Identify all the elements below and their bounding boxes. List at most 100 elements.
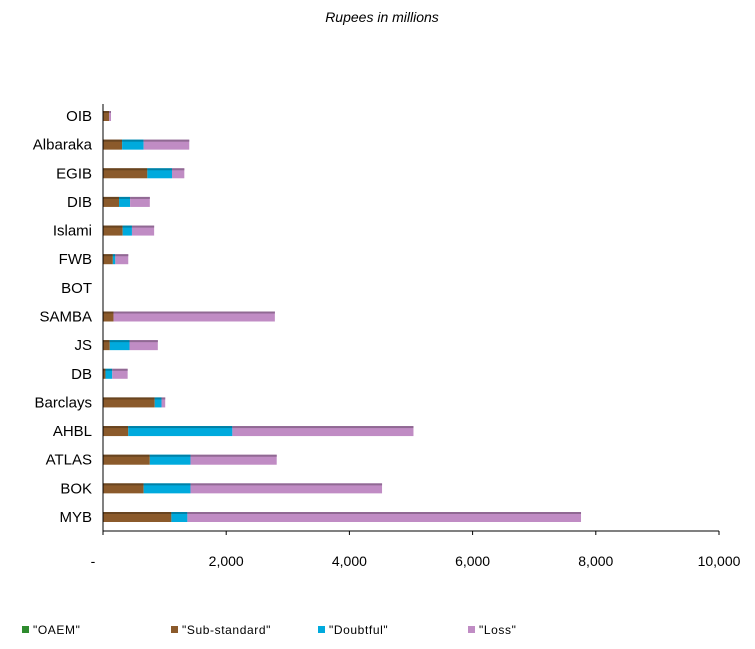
bar-islami-series-3 (122, 225, 132, 236)
category-label-barclays: Barclays (34, 394, 92, 411)
bar-dib-series-2 (103, 196, 120, 207)
bar-ahbl-series-4 (232, 426, 414, 437)
bar-ahbl-series-2 (103, 426, 129, 437)
legend-swatch-2 (171, 626, 178, 633)
category-label-ahbl: AHBL (53, 423, 92, 440)
bar-albaraka-series-2 (103, 139, 123, 150)
bar-islami-series-4 (131, 225, 155, 236)
bar-samba-series-4 (113, 311, 275, 322)
bar-db-series-4-edge (112, 368, 128, 371)
bar-barclays-series-2 (103, 397, 155, 408)
legend-swatch-4 (468, 626, 475, 633)
bar-bok-series-2-edge (103, 483, 144, 486)
bar-js-series-4 (129, 340, 158, 351)
bar-barclays-series-3 (154, 397, 162, 408)
category-label-bok: BOK (60, 480, 92, 497)
bar-egib-series-3 (147, 168, 172, 179)
legend-label-3: "Doubtful" (329, 623, 388, 637)
category-label-fwb: FWB (59, 251, 92, 268)
category-label-egib: EGIB (56, 165, 92, 182)
legend: "OAEM" "Sub-standard" "Doubtful" "Loss" (22, 623, 516, 637)
bar-db-series-4 (112, 368, 128, 379)
bar-atlas-series-3 (149, 454, 191, 465)
bar-islami-series-2 (103, 225, 123, 236)
bar-bok-series-4-edge (190, 483, 383, 486)
bar-barclays-series-4 (161, 397, 166, 408)
bar-db-series-3 (105, 368, 113, 379)
bar-barclays-series-2-edge (103, 397, 155, 400)
bar-barclays-series-3-edge (154, 397, 162, 400)
x-tick-label-2: 4,000 (332, 553, 367, 569)
bar-samba-series-2 (103, 311, 114, 322)
legend-label-2: "Sub-standard" (182, 623, 271, 637)
category-label-dib: DIB (67, 194, 92, 211)
bar-dib-series-2-edge (103, 196, 120, 199)
bar-egib-series-2 (103, 168, 148, 179)
bar-db-series-2-edge (103, 368, 106, 371)
bar-egib-series-4 (171, 168, 185, 179)
bar-ahbl-series-2-edge (103, 426, 129, 429)
bar-bok-series-4 (190, 483, 383, 494)
bar-atlas-series-3-edge (149, 454, 191, 457)
bar-myb-series-3 (171, 512, 188, 522)
bar-myb-series-3-edge (171, 512, 188, 514)
category-label-atlas: ATLAS (46, 452, 92, 469)
bar-atlas-series-2 (103, 454, 150, 465)
bar-js-series-2 (103, 340, 110, 351)
bar-albaraka-series-4 (143, 139, 190, 150)
bar-bok-series-3-edge (143, 483, 191, 486)
bar-atlas-series-2-edge (103, 454, 150, 457)
bar-myb-series-4-edge (187, 512, 582, 514)
bar-islami-series-2-edge (103, 225, 123, 228)
bar-islami-series-3-edge (122, 225, 132, 228)
x-axis-ticks: - 2,000 4,000 6,000 8,000 10,000 (91, 531, 741, 569)
bar-fwb-series-2-edge (103, 254, 113, 257)
bar-atlas-series-4 (190, 454, 277, 465)
x-tick-label-5: 10,000 (698, 553, 741, 569)
bar-egib-series-3-edge (147, 168, 172, 171)
bar-albaraka-series-3 (122, 139, 144, 150)
bar-db-series-2 (103, 368, 106, 379)
x-tick-label-1: 2,000 (209, 553, 244, 569)
bars-group (103, 111, 582, 522)
x-tick-label-4: 8,000 (578, 553, 613, 569)
bar-egib-series-2-edge (103, 168, 148, 171)
bar-islami-series-4-edge (131, 225, 155, 228)
bar-dib-series-3-edge (119, 196, 131, 199)
bar-dib-series-4 (130, 196, 150, 207)
bar-samba-series-2-edge (103, 311, 114, 314)
bar-atlas-series-4-edge (190, 454, 277, 457)
category-label-samba: SAMBA (39, 309, 92, 326)
bar-js-series-4-edge (129, 340, 158, 343)
bar-myb-series-2 (103, 512, 172, 522)
bar-albaraka-series-4-edge (143, 139, 190, 142)
x-tick-label-0: - (91, 553, 96, 569)
category-label-js: JS (74, 337, 92, 354)
bar-fwb-series-3-edge (112, 254, 116, 257)
bar-fwb-series-3 (112, 254, 116, 265)
legend-swatch-1 (22, 626, 29, 633)
category-label-bot: BOT (61, 280, 92, 297)
bar-egib-series-4-edge (171, 168, 185, 171)
bar-oib-series-2 (103, 111, 110, 121)
bar-ahbl-series-3-edge (128, 426, 233, 429)
category-label-islami: Islami (53, 223, 92, 240)
bar-oib-series-2-edge (103, 111, 110, 113)
bar-albaraka-series-2-edge (103, 139, 123, 142)
bar-fwb-series-4-edge (115, 254, 129, 257)
bar-samba-series-4-edge (113, 311, 275, 314)
category-label-oib: OIB (66, 108, 92, 125)
bar-dib-series-3 (119, 196, 131, 207)
bar-albaraka-series-3-edge (122, 139, 144, 142)
category-labels: OIB Albaraka EGIB DIB Islami FWB BOT SAMBA JS DB B… (33, 108, 93, 526)
bar-js-series-2-edge (103, 340, 110, 343)
legend-label-4: "Loss" (479, 623, 516, 637)
legend-swatch-3 (318, 626, 325, 633)
bar-ahbl-series-3 (128, 426, 233, 437)
legend-label-1: "OAEM" (33, 623, 80, 637)
bar-oib-series-4 (109, 111, 112, 121)
bar-myb-series-2-edge (103, 512, 172, 514)
bar-myb-series-4 (187, 512, 582, 522)
category-label-albaraka: Albaraka (33, 137, 93, 154)
